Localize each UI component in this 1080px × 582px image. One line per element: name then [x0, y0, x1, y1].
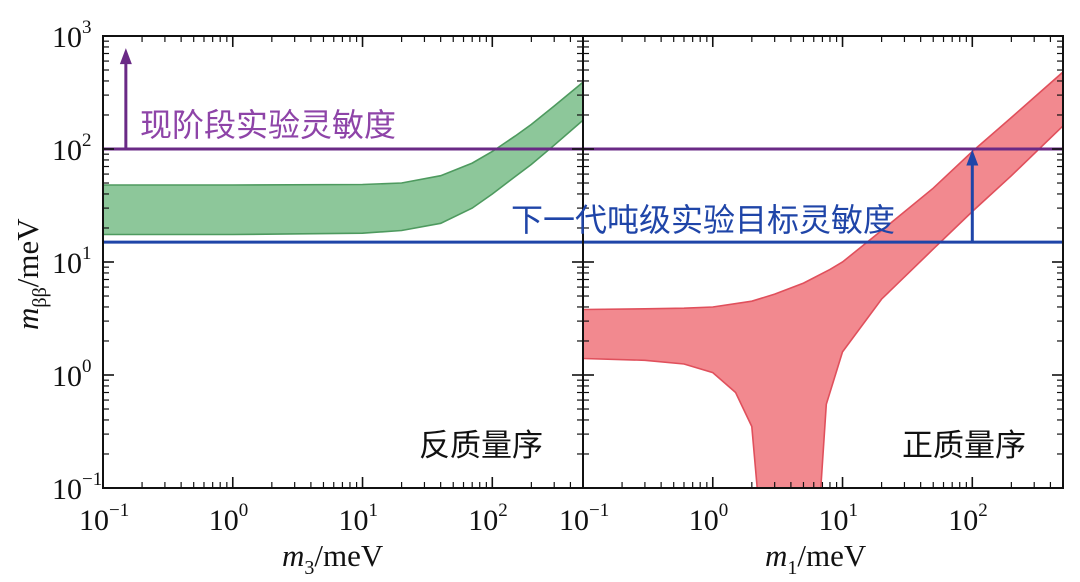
x-axis-label-left-unit: /meV	[314, 538, 383, 573]
y-axis-label-sub: ββ	[29, 287, 51, 307]
xtick-base: 10	[468, 504, 498, 537]
inverted-ordering-title: 反质量序	[419, 428, 543, 464]
xtick-label: 102	[468, 500, 508, 537]
xtick-base: 10	[559, 504, 589, 537]
ytick-exp: −1	[82, 469, 102, 490]
xtick-label: 10−1	[559, 500, 609, 537]
x-axes: 10−1 100 101 102 10−1 100 101 102	[79, 36, 1064, 537]
ytick-base: 10	[52, 247, 82, 280]
ytick-exp: 1	[82, 243, 92, 264]
x-axis-label-right: m1/meV	[765, 538, 867, 579]
sensitivity-arrows	[119, 48, 979, 243]
x-axis-label-left: m3/meV	[282, 538, 384, 579]
band-normal	[583, 70, 1063, 488]
ytick-label: 101	[52, 243, 92, 280]
arrow-head-0	[119, 48, 132, 65]
xtick-base: 10	[819, 504, 849, 537]
xtick-exp: 2	[498, 500, 508, 521]
band-inverted	[103, 81, 583, 236]
xtick-exp: 1	[369, 500, 379, 521]
xtick-base: 10	[689, 504, 719, 537]
ytick-base: 10	[52, 473, 82, 506]
frame-0	[102, 35, 584, 489]
xtick-label: 10−1	[79, 500, 129, 537]
panel-normal-ordering	[583, 70, 1063, 488]
xtick-exp: −1	[589, 500, 609, 521]
ytick-label: 100	[52, 356, 92, 393]
xtick-label: 100	[689, 500, 729, 537]
ytick-label: 102	[52, 130, 92, 167]
xtick-label: 101	[819, 500, 859, 537]
ytick-exp: 2	[82, 130, 92, 151]
ytick-label: 103	[52, 17, 92, 54]
x-axis-label-left-sub: 3	[304, 557, 314, 579]
current-sensitivity-label: 现阶段实验灵敏度	[140, 106, 396, 144]
y-axis-label-main: m	[10, 308, 45, 330]
ytick-exp: 3	[82, 17, 92, 38]
next-gen-sensitivity-label: 下一代吨级实验目标灵敏度	[511, 201, 895, 239]
ytick-base: 10	[52, 21, 82, 54]
panel-inverted-ordering	[103, 81, 583, 236]
xtick-label: 100	[209, 500, 249, 537]
y-axis-label: mββ/meV	[10, 218, 51, 330]
xtick-label: 101	[339, 500, 379, 537]
y-axis-label-unit: /meV	[10, 218, 45, 287]
ytick-label: 10−1	[52, 469, 102, 506]
x-axis-label-right-main: m	[765, 538, 787, 573]
xtick-exp: −1	[109, 500, 129, 521]
xtick-exp: 2	[978, 500, 988, 521]
xtick-base: 10	[948, 504, 978, 537]
xtick-base: 10	[209, 504, 239, 537]
x-axis-label-right-unit: /meV	[797, 538, 866, 573]
xtick-label: 102	[948, 500, 988, 537]
xtick-exp: 1	[849, 500, 859, 521]
xtick-base: 10	[339, 504, 369, 537]
svg-text:mββ/meV: mββ/meV	[10, 218, 51, 330]
ytick-base: 10	[52, 134, 82, 167]
ytick-base: 10	[52, 360, 82, 393]
x-axis-label-right-sub: 1	[787, 557, 797, 579]
ytick-exp: 0	[82, 356, 92, 377]
x-axis-label-left-main: m	[282, 538, 304, 573]
arrow-head-1	[966, 149, 979, 166]
normal-ordering-title: 正质量序	[902, 428, 1026, 464]
xtick-exp: 0	[719, 500, 729, 521]
xtick-base: 10	[79, 504, 109, 537]
xtick-exp: 0	[239, 500, 249, 521]
